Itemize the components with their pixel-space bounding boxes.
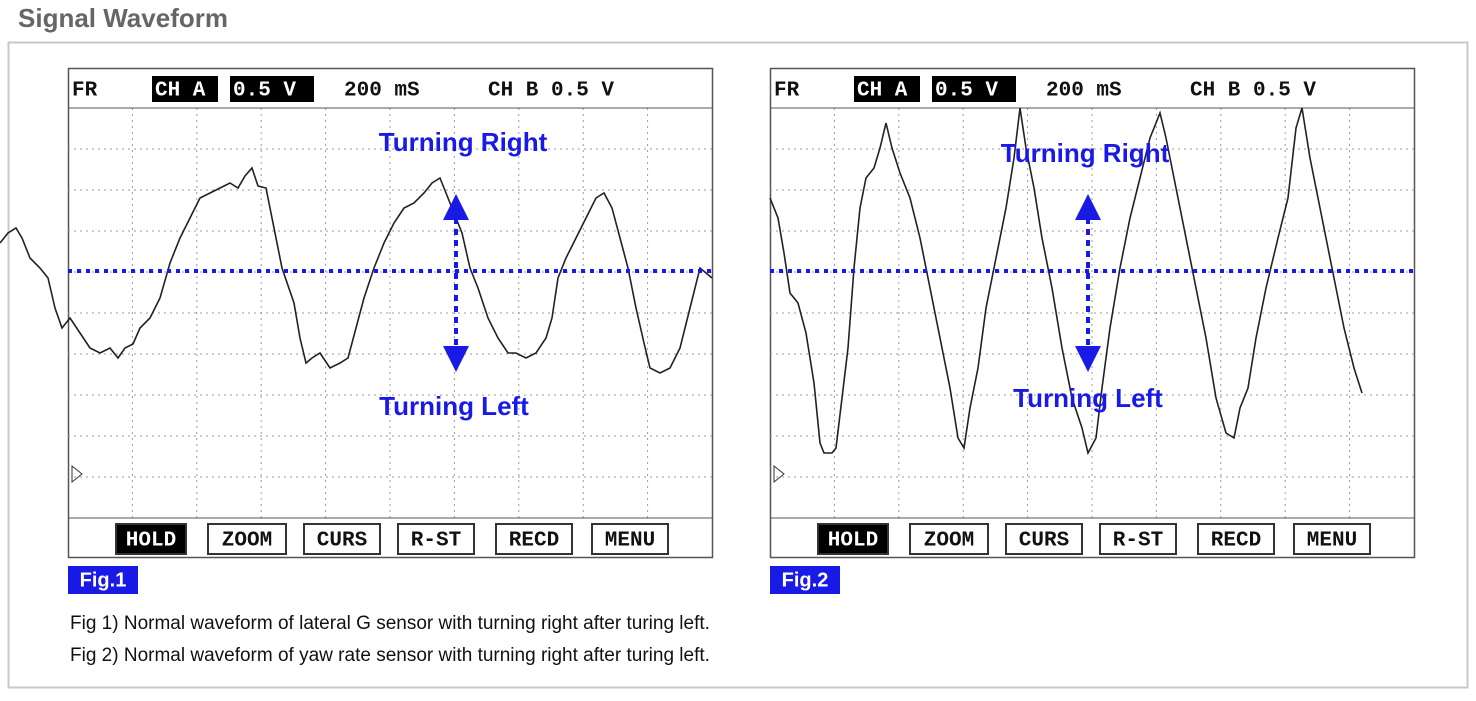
button-label: HOLD xyxy=(126,530,176,553)
button-label: MENU xyxy=(1307,530,1357,553)
title: Signal Waveform xyxy=(18,3,228,33)
arrow-head xyxy=(1075,194,1101,220)
ground-marker xyxy=(773,464,785,484)
figure-label-box xyxy=(68,566,138,594)
waveform xyxy=(0,166,713,374)
header-text: CH A xyxy=(857,80,908,103)
header-text: FR xyxy=(774,80,800,103)
button-label: R-ST xyxy=(1113,530,1163,553)
header-text: 200 mS xyxy=(1046,80,1122,103)
header-text: 0.5 V xyxy=(935,80,998,103)
button xyxy=(1005,523,1083,555)
button xyxy=(207,523,287,555)
button xyxy=(115,523,187,555)
highlight xyxy=(854,76,920,102)
button xyxy=(817,523,889,555)
button xyxy=(495,523,573,555)
button-label: ZOOM xyxy=(222,530,272,553)
annotation: Turning Right xyxy=(379,127,548,157)
annotation: Turning Left xyxy=(379,391,529,421)
button xyxy=(397,523,475,555)
button-label: RECD xyxy=(1211,530,1261,553)
annotation: Turning Right xyxy=(1001,138,1170,168)
header-text: 200 mS xyxy=(344,80,420,103)
button-label: HOLD xyxy=(828,530,878,553)
arrow-head xyxy=(443,346,469,372)
button xyxy=(909,523,989,555)
ground-marker xyxy=(71,464,83,484)
button-label: R-ST xyxy=(411,530,461,553)
arrow-head xyxy=(1075,346,1101,372)
button-label: ZOOM xyxy=(924,530,974,553)
highlight xyxy=(152,76,218,102)
button xyxy=(1099,523,1177,555)
button-label: CURS xyxy=(1019,530,1069,553)
grid xyxy=(67,67,714,559)
button-label: RECD xyxy=(509,530,559,553)
caption: Fig 1) Normal waveform of lateral G sens… xyxy=(70,613,710,634)
highlight xyxy=(932,76,1016,102)
highlight xyxy=(230,76,314,102)
figure-label: Fig.1 xyxy=(80,569,127,591)
arrow-head xyxy=(443,194,469,220)
grid xyxy=(769,67,1416,559)
annotation: Turning Left xyxy=(1013,383,1163,413)
button xyxy=(303,523,381,555)
caption: Fig 2) Normal waveform of yaw rate senso… xyxy=(70,645,710,666)
button xyxy=(1197,523,1275,555)
frame xyxy=(7,41,1469,689)
button-label: MENU xyxy=(605,530,655,553)
header-text: FR xyxy=(72,80,98,103)
figure-label-box xyxy=(770,566,840,594)
screen: FR CH A 0.5 V 200 mS CH B 0.5 V Turning Right… xyxy=(0,67,714,594)
header-text: CH B 0.5 V xyxy=(1190,80,1316,103)
button-label: CURS xyxy=(317,530,367,553)
header-text: CH A xyxy=(155,80,206,103)
figure-label: Fig.2 xyxy=(782,569,829,591)
header-text: CH B 0.5 V xyxy=(488,80,614,103)
button xyxy=(591,523,669,555)
screen: FR CH A 0.5 V 200 mS CH B 0.5 V Turning Right… xyxy=(769,67,1416,594)
header-text: 0.5 V xyxy=(233,80,296,103)
button xyxy=(1293,523,1371,555)
waveform xyxy=(769,107,1363,456)
